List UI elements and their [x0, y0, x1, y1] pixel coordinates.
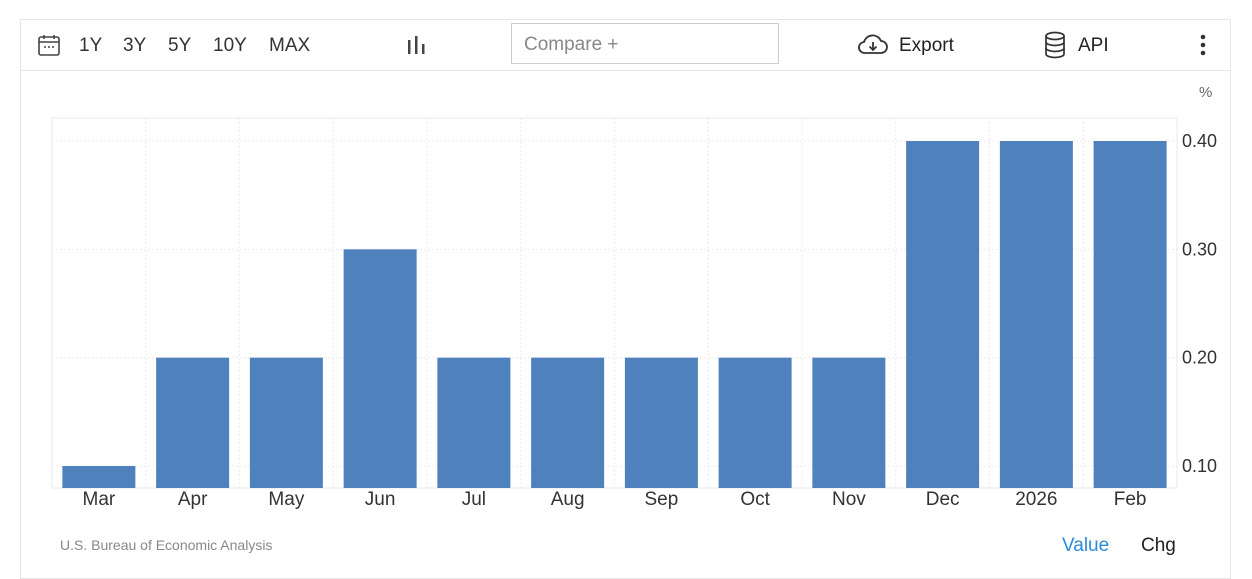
bar[interactable] [812, 357, 886, 488]
more-options-icon[interactable] [1199, 33, 1207, 57]
x-tick-label: Nov [832, 489, 866, 510]
export-button[interactable]: Export [899, 35, 954, 56]
y-tick-label: 0.40 [1182, 131, 1217, 151]
compare-input[interactable]: Compare + [511, 23, 779, 64]
x-tick-label: Aug [551, 489, 585, 510]
range-max-button[interactable]: MAX [269, 35, 311, 56]
y-tick-label: 0.30 [1182, 239, 1217, 259]
x-tick-label: 2026 [1015, 489, 1057, 510]
bar[interactable] [624, 357, 698, 488]
chart-type-icon[interactable] [406, 34, 428, 56]
cloud-download-icon[interactable] [857, 32, 889, 58]
x-tick-label: Sep [644, 489, 678, 510]
calendar-icon[interactable] [37, 33, 61, 57]
x-tick-label: Mar [83, 489, 116, 510]
bar[interactable] [531, 357, 605, 488]
x-tick-label: Jun [365, 489, 396, 510]
y-tick-label: 0.10 [1182, 456, 1217, 476]
x-tick-label: Jul [462, 489, 486, 510]
api-button[interactable]: API [1078, 35, 1109, 56]
bar[interactable] [906, 141, 980, 488]
range-3y-button[interactable]: 3Y [123, 35, 147, 56]
bar[interactable] [999, 141, 1073, 488]
database-icon[interactable] [1043, 31, 1067, 59]
value-tab[interactable]: Value [1062, 535, 1110, 556]
bar[interactable] [62, 466, 136, 488]
change-tab[interactable]: Chg [1141, 535, 1176, 556]
range-1y-button[interactable]: 1Y [79, 35, 103, 56]
range-10y-button[interactable]: 10Y [213, 35, 247, 56]
bar[interactable] [718, 357, 792, 488]
y-tick-label: 0.20 [1182, 348, 1217, 368]
source-credit: U.S. Bureau of Economic Analysis [60, 537, 273, 553]
bar[interactable] [1093, 141, 1167, 488]
bar[interactable] [156, 357, 230, 488]
bar[interactable] [437, 357, 511, 488]
x-tick-label: Feb [1114, 489, 1147, 510]
range-5y-button[interactable]: 5Y [168, 35, 192, 56]
toolbar: 1Y 3Y 5Y 10Y MAX Compare + Export API [21, 20, 1230, 71]
x-tick-label: May [268, 489, 304, 510]
bar-chart: 0.10 0.20 0.30 0.40 Mar Apr May Jun Jul Aug Sep Oct… [51, 117, 1217, 510]
bar[interactable] [343, 249, 417, 488]
x-tick-label: Apr [178, 489, 208, 510]
x-tick-label: Oct [740, 489, 770, 510]
bar[interactable] [249, 357, 323, 488]
y-axis-unit: % [1199, 84, 1213, 101]
x-tick-label: Dec [926, 489, 960, 510]
